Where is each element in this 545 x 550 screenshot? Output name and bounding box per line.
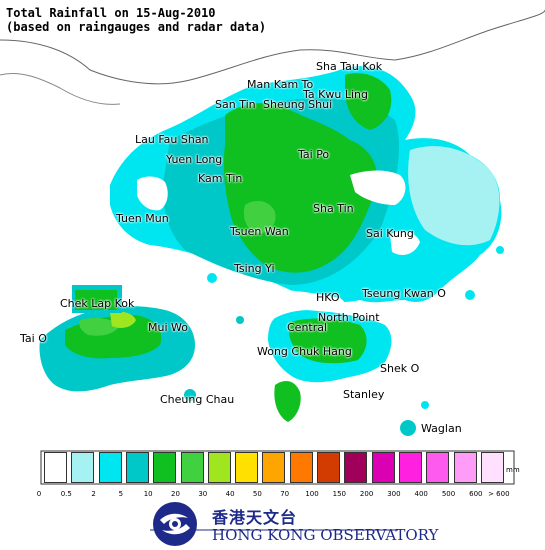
lamma-island bbox=[274, 380, 301, 422]
legend-tick-label: 10 bbox=[143, 490, 153, 498]
legend-tick-label: 50 bbox=[252, 490, 262, 498]
place-label: Sha Tau Kok bbox=[316, 60, 383, 73]
legend-swatch bbox=[426, 452, 450, 483]
hko-logo: 香港天文台 HONG KONG OBSERVATORY bbox=[146, 500, 438, 548]
place-label: Tuen Mun bbox=[116, 212, 169, 225]
pearl-delta-coast bbox=[0, 72, 121, 105]
legend-tick-label: 0.5 bbox=[60, 490, 72, 498]
legend-tick-label: > 600 bbox=[488, 490, 510, 498]
hko-emblem-icon bbox=[153, 502, 197, 546]
legend-tick-label: 600 bbox=[469, 490, 483, 498]
legend-swatch bbox=[262, 452, 286, 483]
place-label: Cheung Chau bbox=[160, 393, 235, 406]
legend-swatch bbox=[398, 452, 422, 483]
place-label: Wong Chuk Hang bbox=[257, 345, 352, 358]
place-label: Shek O bbox=[380, 362, 420, 375]
legend-swatch bbox=[344, 452, 368, 483]
legend-tick-label: 2 bbox=[91, 490, 96, 498]
legend-swatch bbox=[71, 452, 95, 483]
logo-chinese-name: 香港天文台 bbox=[212, 508, 298, 527]
place-label: Sheung Shui bbox=[263, 98, 333, 111]
legend-tick-label: 20 bbox=[171, 490, 180, 498]
place-label: Sha Tin bbox=[313, 202, 354, 215]
legend-swatch bbox=[480, 452, 504, 483]
logo-english-name: HONG KONG OBSERVATORY bbox=[212, 526, 439, 544]
legend-unit: mm bbox=[506, 466, 520, 474]
place-label: Chek Lap Kok bbox=[60, 297, 135, 310]
place-label: Yuen Long bbox=[166, 153, 223, 166]
legend-swatch bbox=[125, 452, 149, 483]
legend-swatch bbox=[44, 452, 67, 483]
legend-swatch bbox=[371, 452, 395, 483]
place-label: Tseung Kwan O bbox=[362, 287, 446, 300]
legend-swatch bbox=[207, 452, 231, 483]
legend-tick-label: 5 bbox=[118, 490, 124, 498]
legend-tick-label: 100 bbox=[305, 490, 319, 498]
legend-tick-label: 300 bbox=[387, 490, 401, 498]
place-label: Lau Fau Shan bbox=[135, 133, 209, 146]
legend-tick-label: 200 bbox=[359, 490, 374, 498]
map-title-line1: Total Rainfall on 15-Aug-2010 bbox=[6, 6, 216, 20]
legend-swatch bbox=[317, 452, 340, 483]
place-label: Central bbox=[287, 321, 328, 334]
legend-swatch bbox=[289, 452, 313, 483]
place-label: Tai Po bbox=[298, 148, 330, 161]
legend-tick-label: 0 bbox=[36, 490, 42, 498]
place-label: Tai O bbox=[20, 332, 47, 345]
mainland-coastline bbox=[0, 9, 545, 85]
place-label: Tsing Yi bbox=[234, 262, 275, 275]
place-label: Ta Kwu Ling bbox=[303, 88, 368, 101]
place-label: Tsuen Wan bbox=[230, 225, 289, 238]
legend-tick-label: 150 bbox=[332, 490, 346, 498]
legend-tick-label: 30 bbox=[198, 490, 208, 498]
legend-swatch bbox=[98, 452, 122, 483]
legend-swatch bbox=[235, 452, 259, 483]
place-label: San Tin bbox=[215, 98, 256, 111]
place-label: Kam Tin bbox=[198, 172, 243, 185]
place-label: North Point bbox=[318, 311, 380, 324]
legend-swatch bbox=[153, 452, 177, 483]
place-label: Sai Kung bbox=[366, 227, 414, 240]
place-label: Stanley bbox=[343, 388, 385, 401]
place-label: HKO bbox=[316, 291, 340, 304]
legend-tick-label: 70 bbox=[280, 490, 290, 498]
legend-tick-label: 40 bbox=[225, 490, 235, 498]
legend-swatch bbox=[453, 452, 477, 483]
legend-tick-label: 500 bbox=[441, 490, 456, 498]
map-title: Total Rainfall on 15-Aug-2010 (based on … bbox=[6, 6, 266, 34]
place-label: Man Kam To bbox=[247, 78, 314, 91]
place-label: Waglan bbox=[421, 422, 462, 435]
map-title-line2: (based on raingauges and radar data) bbox=[6, 20, 267, 34]
place-label: Mui Wo bbox=[148, 321, 188, 334]
legend-tick-label: 400 bbox=[414, 490, 428, 498]
legend-swatch bbox=[180, 452, 204, 483]
